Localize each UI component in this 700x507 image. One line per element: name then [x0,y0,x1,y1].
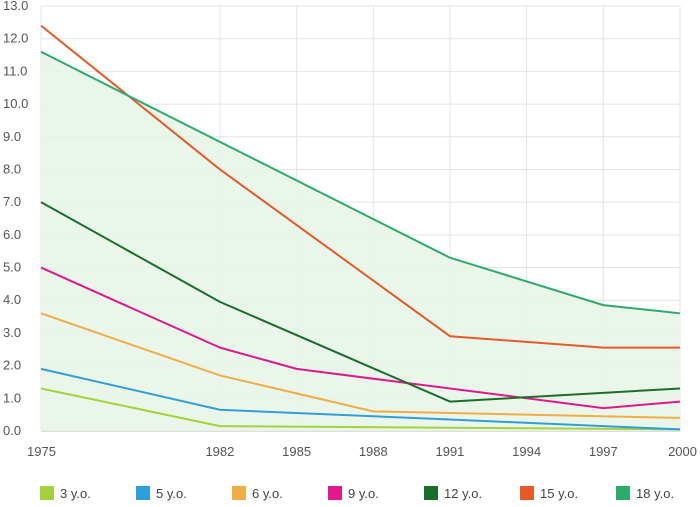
y-axis-ticks: 0.0 1.0 2.0 3.0 4.0 5.0 6.0 7.0 8.0 9.0 10.0 11.0 12… [3,0,28,438]
series-line-18-y-o [40,50,681,315]
x-tick-label: 1985 [282,444,311,459]
x-tick-label: 2000 [668,444,697,459]
series-lines [40,24,681,431]
y-tick-label: 7.0 [3,194,21,209]
area-fill [41,51,680,432]
x-tick-label: 1994 [512,444,541,459]
legend-label: 6 y.o. [252,486,283,501]
series-line-12-y-o [40,201,681,403]
y-tick-label: 9.0 [3,129,21,144]
x-axis-ticks: 1975 1982 1985 1988 1991 1994 1997 2000 [27,444,697,459]
series-line-6-y-o [40,312,681,419]
x-tick-label: 1991 [435,444,464,459]
legend-label: 9 y.o. [348,486,379,501]
y-tick-label: 5.0 [3,260,21,275]
x-tick-label: 1988 [359,444,388,459]
x-tick-label: 1982 [205,444,234,459]
legend-label: 5 y.o. [156,486,187,501]
y-tick-label: 0.0 [3,423,21,438]
y-tick-label: 10.0 [3,96,28,111]
series-line-5-y-o [40,367,681,431]
y-tick-label: 3.0 [3,325,21,340]
y-tick-label: 8.0 [3,161,21,176]
y-tick-label: 2.0 [3,358,21,373]
legend-swatch [328,486,342,500]
legend-swatch [232,486,246,500]
legend-swatch [40,486,54,500]
legend-swatch [424,486,438,500]
series-line-9-y-o [40,266,681,410]
legend: 3 y.o. 5 y.o. 6 y.o. 9 y.o. 12 y.o. 15 y.o. 18… [40,486,674,501]
y-tick-label: 13.0 [3,0,28,13]
legend-swatch [616,486,630,500]
x-tick-label: 1997 [589,444,618,459]
y-tick-label: 1.0 [3,390,21,405]
y-tick-label: 11.0 [3,63,27,78]
legend-label: 15 y.o. [540,486,578,501]
legend-swatch [520,486,534,500]
x-tick-label: 1975 [27,444,56,459]
y-tick-label: 4.0 [3,292,21,307]
series-line-15-y-o [40,24,680,349]
y-tick-label: 12.0 [3,31,28,46]
series-line-3-y-o [40,387,681,431]
legend-label: 18 y.o. [636,486,674,501]
legend-label: 12 y.o. [444,486,482,501]
legend-swatch [136,486,150,500]
legend-label: 3 y.o. [60,486,91,501]
area-18-yo [41,51,680,432]
y-tick-label: 6.0 [3,227,21,242]
